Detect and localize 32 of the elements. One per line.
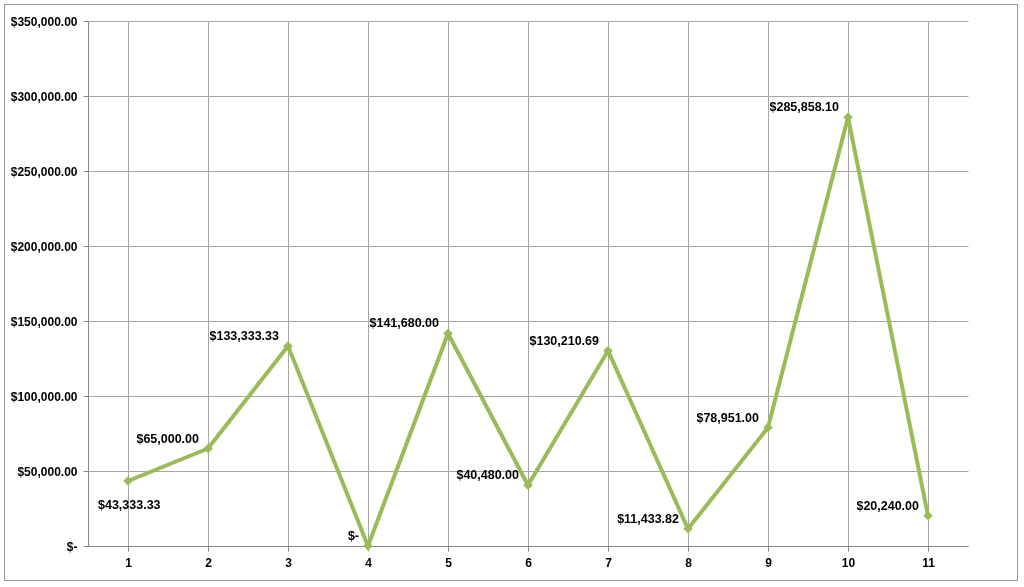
x-tick-label: 4	[365, 555, 373, 570]
x-tick-label: 6	[525, 555, 533, 570]
y-tick-label: $350,000.00	[10, 14, 78, 29]
x-tick-label: 2	[205, 555, 213, 570]
y-tick-label: $100,000.00	[10, 389, 78, 404]
point	[203, 443, 213, 454]
data-label: $78,951.00	[696, 410, 760, 425]
data-label: $40,480.00	[456, 468, 520, 483]
data-label: $285,858.10	[769, 100, 840, 115]
point	[603, 345, 613, 356]
data-label: $133,333.33	[209, 329, 280, 343]
x-tick-label: 1	[125, 555, 133, 570]
x-tick-label: 7	[605, 555, 613, 570]
y-tick-label: $50,000.00	[17, 464, 78, 479]
x-tick-label: 3	[285, 555, 293, 570]
x-tick-label: 10	[841, 555, 856, 570]
data-label: $141,680.00	[369, 316, 440, 331]
x-tick-label: 9	[765, 555, 773, 570]
data-label: $20,240.00	[856, 498, 920, 513]
data-label: $65,000.00	[136, 431, 200, 446]
data-label: $-	[347, 529, 359, 543]
data-label: $11,433.82	[617, 511, 680, 526]
y-tick-label: $150,000.00	[10, 314, 78, 329]
y-tick-label: $-	[66, 539, 78, 554]
y-tick-label: $300,000.00	[10, 89, 78, 104]
data-label: $130,210.69	[529, 333, 600, 348]
y-tick-label: $250,000.00	[10, 164, 78, 179]
x-tick-label: 8	[685, 555, 693, 570]
x-tick-label: 11	[922, 555, 936, 570]
data-label: $43,333.33	[98, 498, 161, 512]
y-tick-label: $200,000.00	[10, 239, 78, 254]
x-tick-label: 5	[445, 555, 453, 570]
